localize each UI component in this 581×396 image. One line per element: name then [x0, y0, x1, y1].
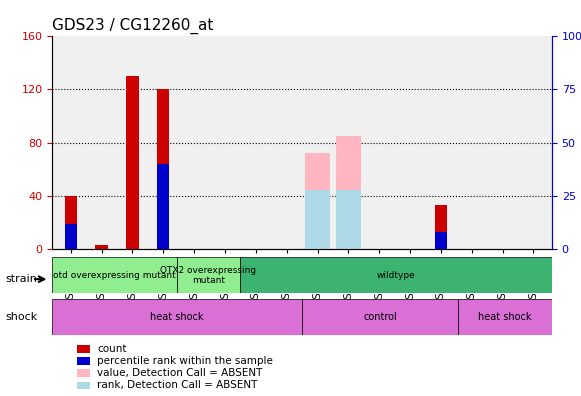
- FancyBboxPatch shape: [458, 299, 552, 335]
- Bar: [305, 190, 330, 249]
- FancyBboxPatch shape: [177, 257, 239, 293]
- Bar: [157, 89, 170, 249]
- Bar: [77, 382, 89, 389]
- FancyBboxPatch shape: [302, 299, 458, 335]
- Text: GDS23 / CG12260_at: GDS23 / CG12260_at: [52, 18, 214, 34]
- Bar: [77, 369, 89, 377]
- Text: heat shock: heat shock: [478, 312, 532, 322]
- Bar: [435, 232, 447, 249]
- Bar: [64, 196, 77, 249]
- Text: OTX2 overexpressing
mutant: OTX2 overexpressing mutant: [160, 266, 256, 285]
- Text: otd overexpressing mutant: otd overexpressing mutant: [53, 271, 176, 280]
- Bar: [77, 345, 89, 353]
- Bar: [64, 224, 77, 249]
- Text: control: control: [363, 312, 397, 322]
- Bar: [305, 153, 330, 249]
- Text: shock: shock: [6, 312, 38, 322]
- Bar: [157, 164, 170, 249]
- Text: percentile rank within the sample: percentile rank within the sample: [97, 356, 273, 366]
- Bar: [336, 190, 361, 249]
- FancyBboxPatch shape: [52, 299, 302, 335]
- FancyBboxPatch shape: [239, 257, 552, 293]
- Bar: [77, 357, 89, 365]
- Text: rank, Detection Call = ABSENT: rank, Detection Call = ABSENT: [97, 381, 257, 390]
- Bar: [126, 76, 139, 249]
- Bar: [336, 136, 361, 249]
- Text: count: count: [97, 344, 127, 354]
- Text: heat shock: heat shock: [150, 312, 204, 322]
- Bar: [95, 246, 108, 249]
- FancyBboxPatch shape: [52, 257, 177, 293]
- Text: strain: strain: [6, 274, 38, 284]
- Text: wildtype: wildtype: [376, 271, 415, 280]
- Text: value, Detection Call = ABSENT: value, Detection Call = ABSENT: [97, 368, 263, 378]
- Bar: [435, 206, 447, 249]
